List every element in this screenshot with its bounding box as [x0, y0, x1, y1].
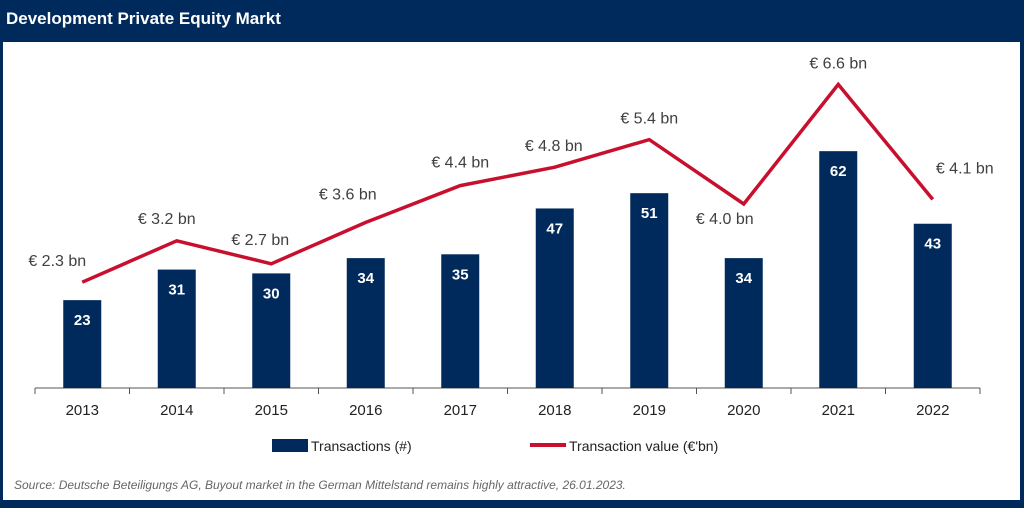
bar: [252, 273, 291, 388]
bar-data-label: 47: [546, 220, 563, 237]
legend-bar-swatch: [272, 439, 308, 452]
bar-data-label: 62: [830, 163, 847, 180]
x-tick-label: 2014: [160, 402, 193, 419]
bar: [913, 223, 952, 388]
bar: [157, 269, 196, 388]
x-tick-label: 2013: [66, 402, 99, 419]
line-data-label: € 2.3 bn: [28, 253, 86, 270]
bar: [441, 254, 480, 388]
line-data-label: € 3.2 bn: [138, 211, 196, 228]
line-data-label: € 4.1 bn: [936, 160, 994, 177]
line-data-label: € 4.8 bn: [525, 138, 583, 155]
bar: [630, 193, 669, 388]
bar-data-label: 31: [168, 282, 185, 299]
line-data-label: € 4.4 bn: [431, 155, 489, 172]
line-data-label: € 5.4 bn: [620, 111, 678, 128]
bar-data-label: 51: [641, 205, 658, 222]
bar: [535, 208, 574, 388]
bar-data-label: 23: [74, 312, 91, 329]
x-tick-label: 2022: [916, 402, 949, 419]
bar-data-label: 43: [924, 236, 941, 253]
legend-line-swatch: [530, 443, 566, 447]
x-tick-label: 2020: [727, 402, 760, 419]
line-data-label: € 3.6 bn: [319, 186, 377, 203]
x-tick-label: 2015: [255, 402, 288, 419]
bar: [819, 151, 858, 388]
line-data-label: € 4.0 bn: [696, 211, 754, 228]
bar-data-label: 35: [452, 266, 469, 283]
x-tick-label: 2018: [538, 402, 571, 419]
bar-data-label: 34: [357, 270, 374, 287]
bar: [724, 258, 763, 388]
bar: [346, 258, 385, 388]
legend-bar-label: Transactions (#): [311, 438, 412, 454]
bar: [63, 300, 102, 388]
x-tick-label: 2017: [444, 402, 477, 419]
chart-title: Development Private Equity Markt: [6, 9, 281, 28]
x-tick-label: 2019: [633, 402, 666, 419]
bar-data-label: 30: [263, 285, 280, 302]
x-tick-label: 2016: [349, 402, 382, 419]
source-note: Source: Deutsche Beteiligungs AG, Buyout…: [14, 478, 626, 492]
value-line: [81, 81, 935, 284]
legend-line-label: Transaction value (€'bn): [569, 438, 718, 454]
line-data-label: € 2.7 bn: [231, 232, 289, 249]
x-tick-label: 2021: [822, 402, 855, 419]
line-data-label: € 6.6 bn: [809, 55, 867, 72]
bar-data-label: 34: [735, 270, 752, 287]
